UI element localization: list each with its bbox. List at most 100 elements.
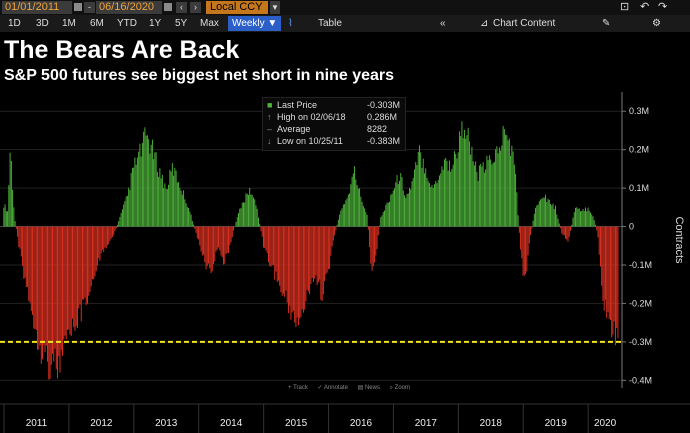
timeframe-1y[interactable]: 1Y [149,18,162,29]
end-date-field[interactable]: 06/16/2020 [96,1,162,14]
bar [533,213,535,227]
start-date-field[interactable]: 01/01/2011 [2,1,72,14]
timeframe-1m[interactable]: 1M [62,18,76,29]
bar [106,226,108,246]
x-tick-label: 2013 [155,418,178,429]
frequency-select[interactable]: Weekly ▼ [228,16,282,31]
x-tick-label: 2016 [350,418,373,429]
bar [276,226,278,283]
bar [245,193,247,227]
bar [476,171,478,227]
y-tick-label: 0.3M [629,106,649,116]
bar [238,213,239,227]
bar [141,143,143,227]
bar [89,226,91,292]
bar [155,152,157,227]
bar [236,217,238,227]
bar [285,226,287,291]
bar [160,178,162,227]
bar [541,198,543,227]
bar [25,226,27,287]
collapse-icon[interactable]: « [440,18,446,29]
gear-icon[interactable]: ⚙ [652,18,661,29]
bar [540,199,542,227]
bar [573,212,575,227]
bar [188,207,190,227]
currency-select[interactable]: Local CCY [206,1,268,14]
bar [204,226,206,263]
chevron-down-icon[interactable]: ▼ [270,1,280,14]
edit-icon[interactable]: ✎ [602,18,611,29]
bar [441,166,443,227]
timeframe-3d[interactable]: 3D [36,18,49,29]
bar [13,207,15,227]
bar [275,226,277,272]
bar [113,226,115,235]
bar [90,226,92,287]
calendar-icon[interactable] [74,3,82,11]
timeframe-max[interactable]: Max [200,18,219,29]
chevron-left-icon[interactable]: ‹ [176,2,187,13]
bar [379,225,381,227]
news-button[interactable]: ▤ News [357,385,380,391]
bar [156,171,158,227]
bar [421,167,423,227]
chart-icon[interactable]: ⊿ [480,18,489,29]
bar [513,164,515,227]
bar [438,175,440,227]
timeframe-ytd[interactable]: YTD [117,18,137,29]
window-icon[interactable]: ⊡ [620,1,630,13]
calendar-icon[interactable] [164,3,172,11]
bar [225,226,227,254]
bar [463,129,465,227]
bar [326,226,328,273]
bar [128,187,130,227]
table-button[interactable]: Table [318,18,342,29]
bar [214,226,216,262]
bar [58,226,60,357]
high-marker-icon: ↑ [267,112,272,122]
bar [381,215,383,227]
chevron-right-icon[interactable]: › [190,2,201,13]
bar [149,153,151,227]
bar [590,212,591,227]
chart-content-button[interactable]: Chart Content [493,18,556,29]
bar [218,226,219,248]
timeframe-5y[interactable]: 5Y [175,18,188,29]
redo-icon[interactable]: ↷ [658,1,668,13]
bar [567,226,569,242]
bar [601,226,603,286]
undo-icon[interactable]: ↶ [640,1,650,13]
bar [370,226,372,264]
bar [472,161,474,227]
bar [324,226,326,282]
bar [301,226,303,310]
timeframe-6m[interactable]: 6M [90,18,104,29]
bar [612,226,614,335]
bar [169,169,171,227]
annotate-button[interactable]: ✓ Annotate [317,385,348,391]
bar [28,226,30,302]
bar [129,189,131,227]
bar [568,226,570,237]
bar [422,158,424,227]
timeframe-1d[interactable]: 1D [8,18,21,29]
bar [125,196,127,227]
bar [396,175,398,227]
bar [220,226,222,256]
bar [306,226,308,290]
zoom-button[interactable]: ⌕ Zoom [389,385,410,391]
line-chart-icon[interactable]: ⌇ [288,18,293,29]
bar [39,226,41,346]
bar [228,226,229,254]
track-button[interactable]: + Track [288,385,308,391]
bar [63,226,65,340]
bar [538,201,540,227]
bar [566,226,568,240]
bar [603,226,605,311]
bar [209,226,211,269]
bar [516,192,518,227]
bar [426,177,428,227]
bar [542,197,544,227]
bar [253,197,254,227]
